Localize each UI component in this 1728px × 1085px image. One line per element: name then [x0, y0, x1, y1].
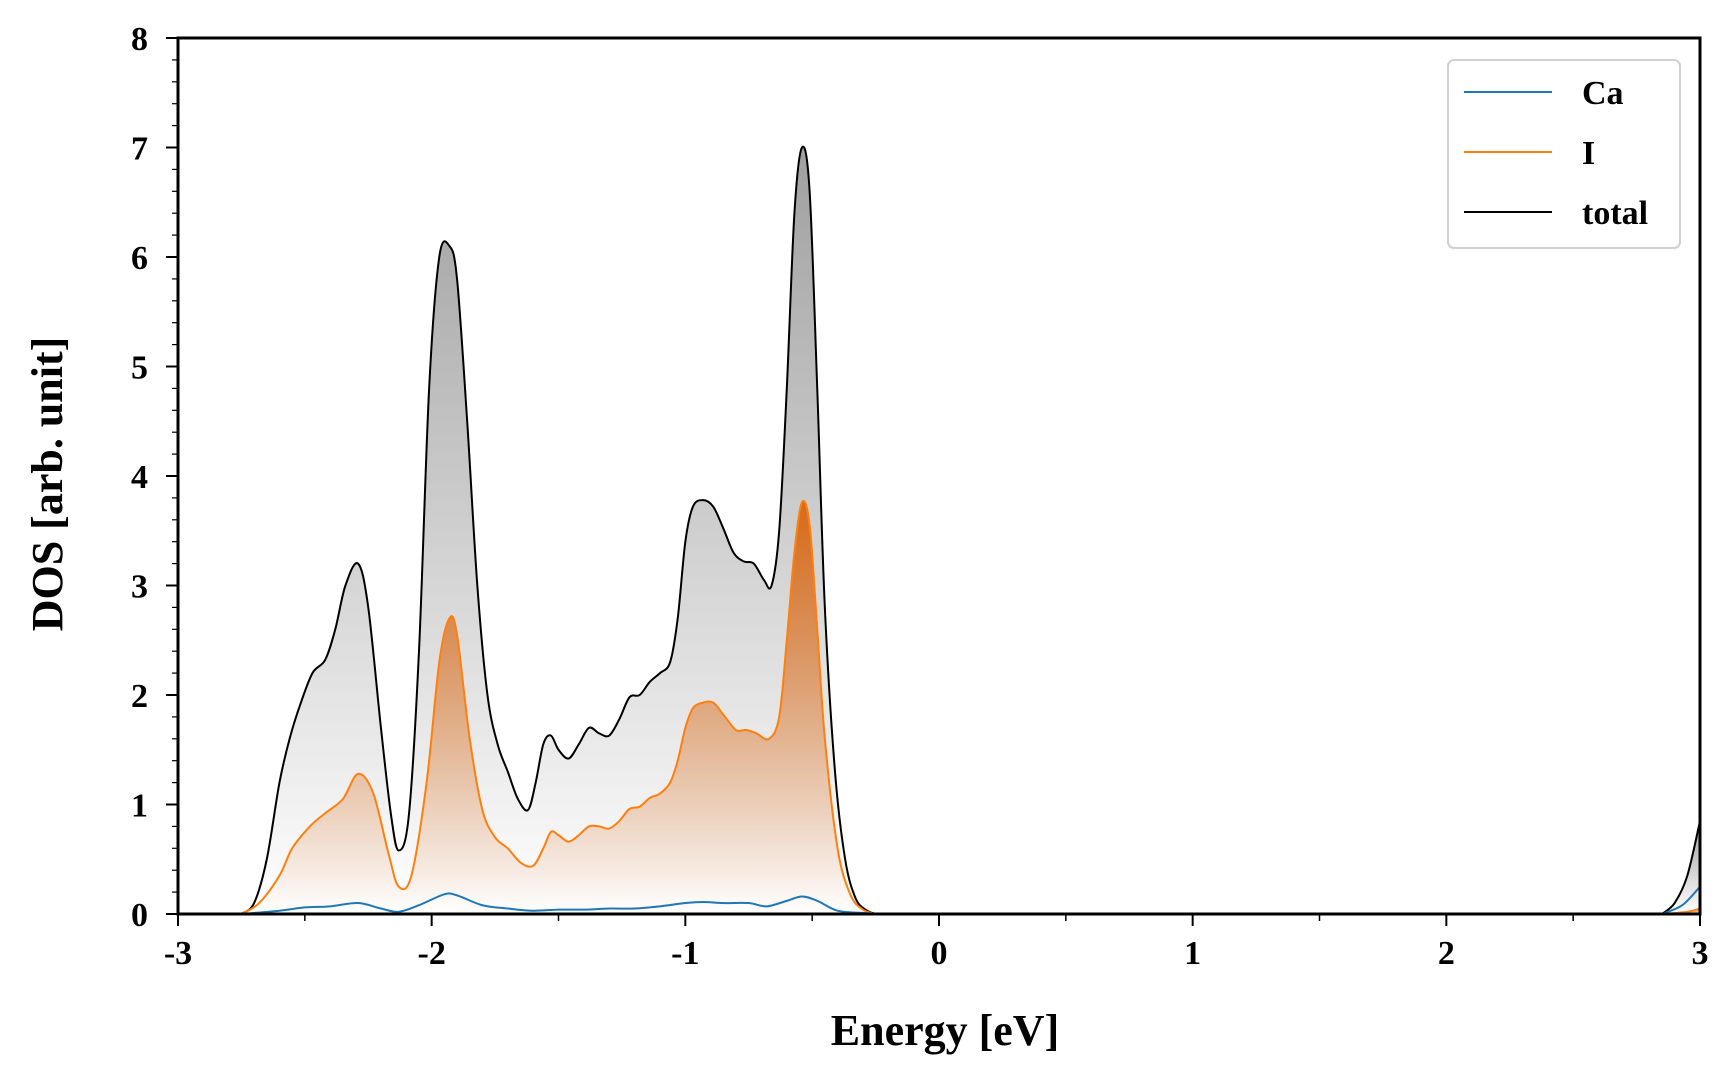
- y-tick-label: 1: [131, 788, 148, 825]
- y-tick-label: 2: [131, 678, 148, 715]
- x-axis-label: Energy [eV]: [831, 1006, 1060, 1055]
- y-tick-label: 7: [131, 131, 148, 168]
- y-axis-label: DOS [arb. unit]: [23, 337, 72, 632]
- fill-total-1: [1661, 820, 1700, 914]
- x-tick-label: 1: [1184, 935, 1201, 972]
- line-ca-1: [1661, 885, 1701, 915]
- x-tick-label: -2: [418, 935, 446, 972]
- series-lines: [178, 145, 1701, 915]
- x-tick-label: -1: [671, 935, 699, 972]
- axes: -3 -2 -1 0 1 2 3 0 1 2 3 4 5 6 7 8: [131, 21, 1709, 972]
- legend-label-ca: Ca: [1582, 75, 1624, 112]
- line-ca-0: [241, 892, 876, 915]
- legend-label-i: I: [1582, 135, 1595, 172]
- x-tick-label: 2: [1438, 935, 1455, 972]
- line-i-0: [240, 499, 876, 915]
- y-tick-label: 0: [131, 897, 148, 934]
- y-tick-label: 4: [131, 459, 148, 496]
- area-fills: [241, 146, 1700, 914]
- y-tick-label: 8: [131, 21, 148, 58]
- y-tick-label: 3: [131, 569, 148, 606]
- x-tick-label: 3: [1692, 935, 1709, 972]
- y-tick-label: 5: [131, 350, 148, 387]
- x-tick-label: -3: [164, 935, 192, 972]
- legend-box: [1447, 59, 1681, 249]
- x-tick-label: 0: [931, 935, 948, 972]
- line-total-1: [1661, 820, 1701, 915]
- fill-i-0: [241, 500, 876, 914]
- legend-label-total: total: [1582, 195, 1648, 232]
- line-total-0: [240, 145, 876, 915]
- y-tick-label: 6: [131, 240, 148, 277]
